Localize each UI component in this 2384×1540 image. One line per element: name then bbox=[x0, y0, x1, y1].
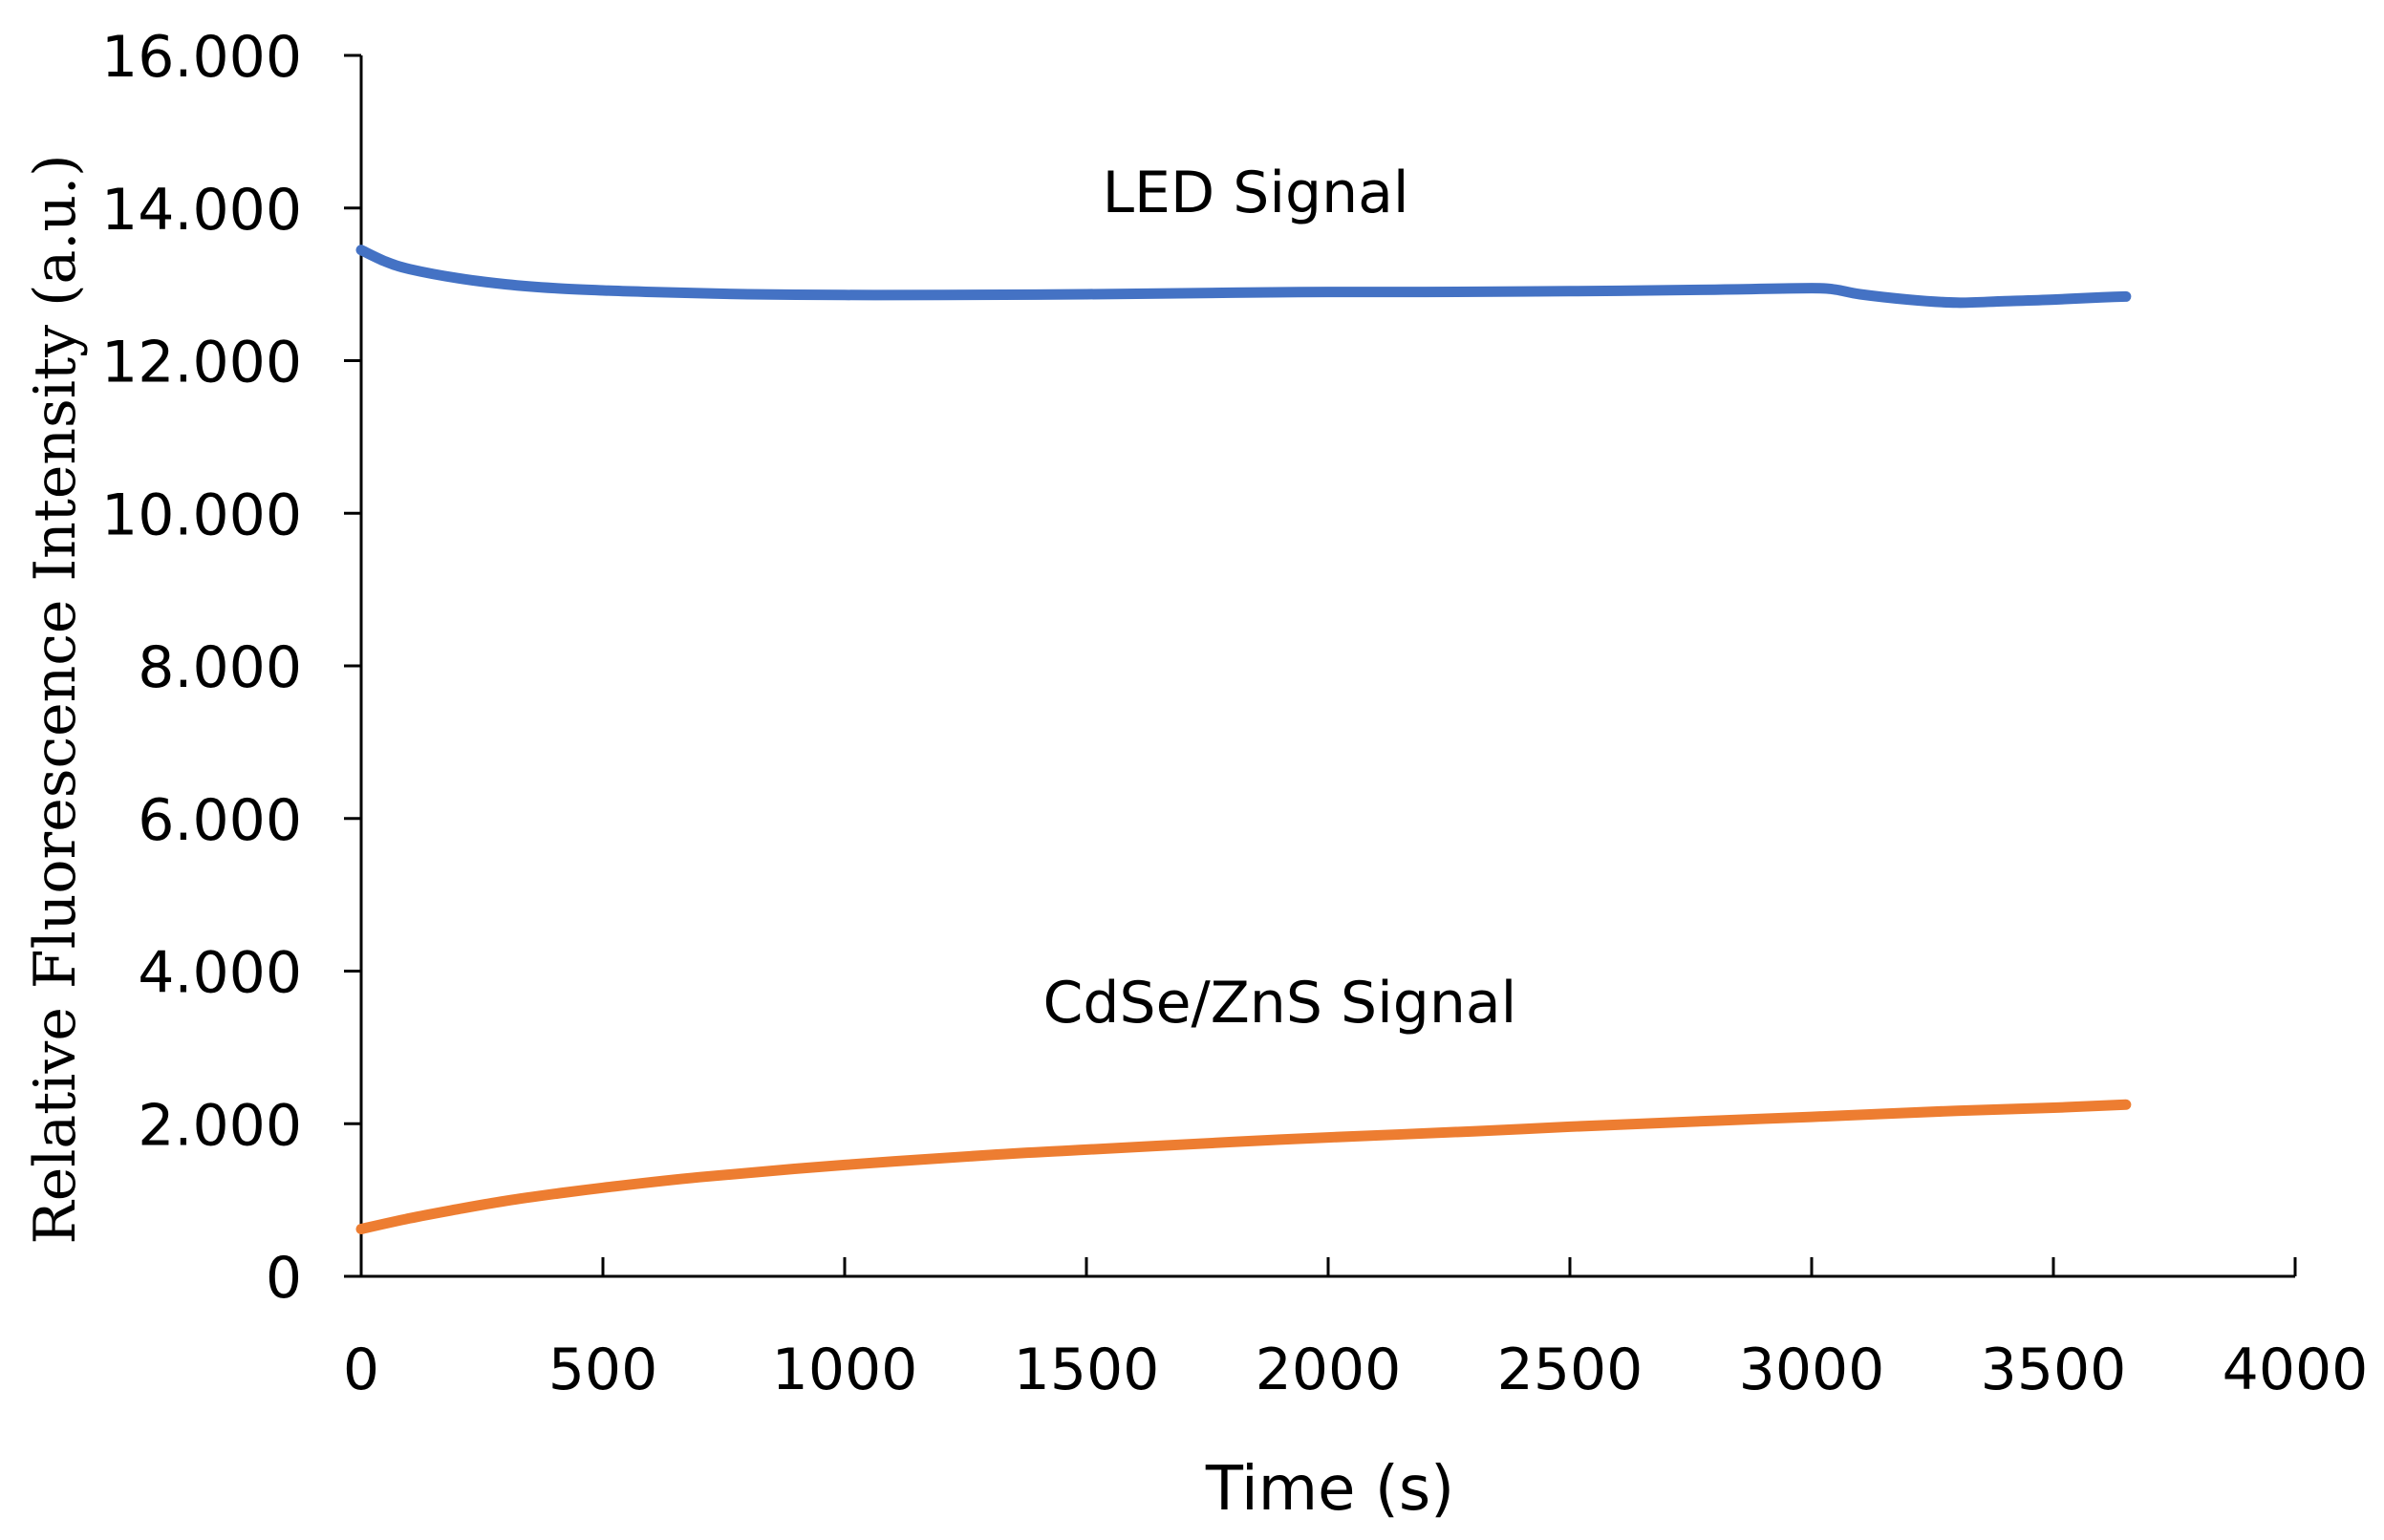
x-axis-title: Time (s) bbox=[1205, 1454, 1454, 1525]
axes bbox=[359, 55, 2295, 1278]
annotations: LED Signal CdSe/ZnS Signal bbox=[1043, 160, 1517, 1037]
y-tick-label: 8.000 bbox=[138, 634, 302, 701]
y-ticks: 0 2.000 4.000 6.000 8.000 10.000 12.000 14.000 1… bbox=[101, 24, 361, 1312]
y-tick-label: 12.000 bbox=[101, 330, 302, 396]
x-tick-label: 1000 bbox=[772, 1337, 918, 1403]
series-line-led-signal bbox=[355, 245, 2132, 309]
y-tick-label: 4.000 bbox=[138, 940, 302, 1007]
x-tick-label: 500 bbox=[548, 1337, 658, 1403]
y-tick-label: 10.000 bbox=[101, 481, 302, 548]
annotation-cdse-zns-signal: CdSe/ZnS Signal bbox=[1043, 970, 1517, 1037]
y-axis-title: Relative Fluorescence Intensity (a.u.) bbox=[22, 155, 89, 1245]
x-ticks: 0 500 1000 1500 2000 2500 3000 3500 4000 bbox=[343, 1257, 2368, 1403]
y-tick-label: 2.000 bbox=[138, 1092, 302, 1159]
x-tick-label: 2500 bbox=[1497, 1337, 1643, 1403]
x-tick-label: 0 bbox=[343, 1337, 379, 1403]
x-tick-label: 4000 bbox=[2223, 1337, 2369, 1403]
y-tick-label: 6.000 bbox=[138, 787, 302, 854]
x-tick-label: 1500 bbox=[1014, 1337, 1160, 1403]
x-tick-label: 2000 bbox=[1256, 1337, 1402, 1403]
y-tick-label: 16.000 bbox=[101, 24, 302, 91]
x-tick-label: 3500 bbox=[1981, 1337, 2127, 1403]
y-tick-label: 14.000 bbox=[101, 177, 302, 244]
y-tick-label: 0 bbox=[266, 1245, 302, 1312]
series-line-cdse-zns-signal bbox=[355, 1099, 2132, 1234]
x-tick-label: 3000 bbox=[1739, 1337, 1885, 1403]
series bbox=[355, 245, 2132, 1234]
annotation-led-signal: LED Signal bbox=[1103, 160, 1409, 226]
